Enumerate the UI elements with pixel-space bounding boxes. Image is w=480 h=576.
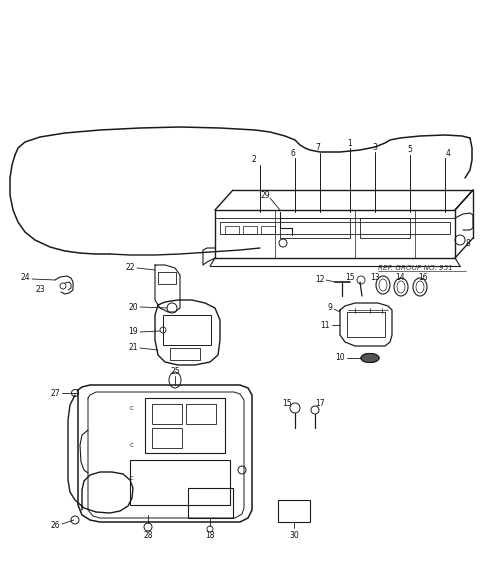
Text: 27: 27 [50, 388, 60, 397]
Text: 24: 24 [20, 274, 30, 282]
Text: 6: 6 [290, 149, 295, 157]
Bar [347, 312, 385, 337]
Text: 9: 9 [327, 304, 332, 313]
Bar [130, 460, 230, 505]
Text: 23: 23 [36, 286, 45, 294]
Bar [186, 404, 216, 424]
Bar [280, 218, 350, 238]
Text: c: c [130, 475, 134, 481]
Text: 13: 13 [370, 274, 380, 282]
Text: 26: 26 [50, 521, 60, 529]
Bar [360, 218, 410, 238]
Bar [170, 348, 200, 360]
Text: 1: 1 [348, 138, 352, 147]
Text: 17: 17 [315, 399, 325, 407]
Text: 15: 15 [346, 274, 355, 282]
Text: 4: 4 [445, 149, 450, 157]
Bar [163, 315, 211, 345]
Text: c: c [130, 405, 134, 411]
Text: 7: 7 [315, 143, 321, 153]
Text: 3: 3 [372, 142, 377, 151]
Text: 18: 18 [205, 532, 215, 540]
Text: 15: 15 [282, 399, 292, 407]
Text: 8: 8 [466, 238, 470, 248]
Text: 10: 10 [336, 354, 345, 362]
Bar [152, 428, 182, 448]
Bar [152, 404, 182, 424]
Text: 22: 22 [125, 263, 135, 272]
Bar [261, 226, 275, 234]
Text: REF. GROUP NO. 951: REF. GROUP NO. 951 [378, 265, 453, 271]
Ellipse shape [361, 354, 379, 362]
Text: 16: 16 [418, 274, 428, 282]
Text: 2: 2 [251, 156, 256, 165]
Bar [145, 398, 225, 453]
Text: 25: 25 [170, 367, 180, 377]
Text: c: c [130, 442, 134, 448]
Text: 20: 20 [128, 302, 138, 312]
Text: 12: 12 [315, 275, 325, 285]
Text: 5: 5 [408, 146, 412, 154]
Bar [220, 222, 450, 234]
Bar [243, 226, 257, 234]
Bar [158, 272, 176, 284]
Text: 30: 30 [289, 532, 299, 540]
Text: 19: 19 [128, 328, 138, 336]
Text: 11: 11 [321, 320, 330, 329]
Text: 14: 14 [395, 274, 405, 282]
Bar [188, 488, 233, 518]
Text: 28: 28 [143, 530, 153, 540]
Bar [225, 226, 239, 234]
Text: 21: 21 [129, 343, 138, 353]
Bar [278, 500, 310, 522]
Text: 29: 29 [260, 191, 270, 199]
